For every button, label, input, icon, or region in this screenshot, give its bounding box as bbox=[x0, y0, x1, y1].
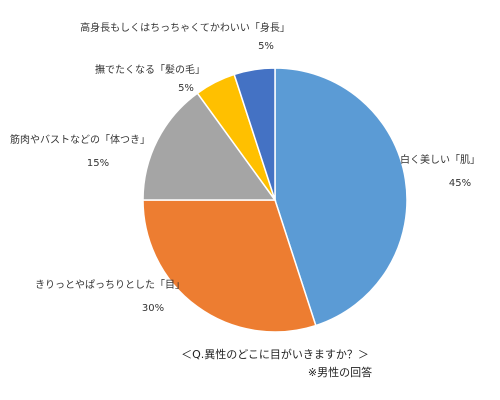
pie-slice bbox=[142, 199, 317, 333]
chart-title: ＜Q.異性のどこに目がいきますか？＞ bbox=[181, 347, 369, 361]
value-label: 15% bbox=[87, 158, 109, 169]
slice-label: 撫でたくなる「髪の毛」 bbox=[95, 63, 205, 76]
slice-label: 高身長もしくはちっちゃくてかわいい「身長」 bbox=[80, 21, 290, 34]
value-label: 45% bbox=[449, 178, 471, 189]
slice-label: 白く美しい「肌」 bbox=[400, 153, 480, 166]
value-label: 30% bbox=[142, 303, 164, 314]
slice-label: 筋肉やバストなどの「体つき」 bbox=[10, 133, 150, 146]
pie-slice bbox=[274, 67, 408, 327]
slice-label: きりっとやぱっちりとした「目」 bbox=[35, 279, 185, 291]
chart-subtitle: ※男性の回答 bbox=[308, 365, 372, 379]
value-label: 5% bbox=[178, 83, 194, 94]
value-label: 5% bbox=[258, 41, 274, 52]
pie-slice bbox=[233, 67, 276, 201]
pie-slice bbox=[142, 92, 277, 201]
